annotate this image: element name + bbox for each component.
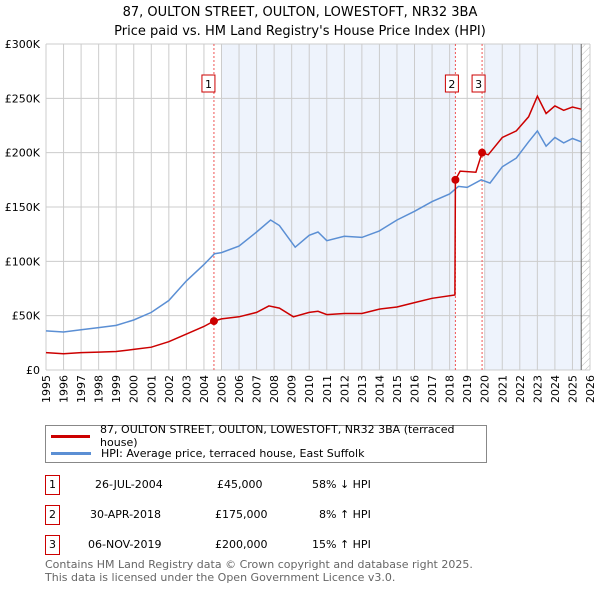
legend: 87, OULTON STREET, OULTON, LOWESTOFT, NR… xyxy=(45,423,487,463)
sale-marker-label: 1 xyxy=(205,78,212,91)
x-tick-label: 2025 xyxy=(566,375,579,403)
footer-copyright: Contains HM Land Registry data © Crown c… xyxy=(45,558,473,571)
footer: Contains HM Land Registry data © Crown c… xyxy=(45,558,473,584)
y-tick-label: £150K xyxy=(5,201,41,214)
y-tick-label: £50K xyxy=(12,310,41,323)
sale-date: 06-NOV-2019 xyxy=(88,538,162,551)
x-tick-label: 2021 xyxy=(496,375,509,403)
x-tick-label: 1998 xyxy=(93,375,106,403)
x-tick-label: 2024 xyxy=(549,375,562,403)
title-line: 87, OULTON STREET, OULTON, LOWESTOFT, NR… xyxy=(122,5,478,20)
y-tick-label: £250K xyxy=(5,92,41,105)
sale-marker-label: 1 xyxy=(45,475,60,495)
subtitle-line: Price paid vs. HM Land Registry's House … xyxy=(114,24,486,39)
series-line xyxy=(45,94,582,355)
sale-row: 1 26-JUL-2004 £45,000 58% ↓ HPI xyxy=(45,475,465,495)
sale-date: 26-JUL-2004 xyxy=(95,478,163,491)
y-tick-label: £200K xyxy=(5,147,41,160)
sale-point xyxy=(478,148,487,157)
price-chart: 1995 1996 1997 1998 1999 2000 2001 2002 2003 2004… xyxy=(5,38,597,403)
legend-swatch-blue xyxy=(51,451,91,455)
legend-item-hpi: HPI: Average price, terraced house, East… xyxy=(51,445,364,461)
x-tick-label: 2022 xyxy=(514,375,527,403)
sale-price: £175,000 xyxy=(215,508,268,521)
x-tick-label: 2010 xyxy=(303,375,316,403)
sale-price: £45,000 xyxy=(217,478,263,491)
chart-title: 87, OULTON STREET, OULTON, LOWESTOFT, NR… xyxy=(0,3,600,41)
sale-marker-box xyxy=(201,74,216,93)
x-tick-label: 2026 xyxy=(584,375,597,403)
series-line xyxy=(45,129,582,333)
x-tick-label: 2005 xyxy=(215,375,228,403)
y-tick-label: £300K xyxy=(5,38,41,51)
y-tick-label: £100K xyxy=(5,255,41,268)
x-tick-label: 2002 xyxy=(163,375,176,403)
x-tick-label: 2001 xyxy=(145,375,158,403)
legend-swatch-red xyxy=(51,434,91,438)
sale-point xyxy=(209,317,218,326)
sale-marker-label: 2 xyxy=(45,505,60,525)
sale-marker-label: 3 xyxy=(475,78,482,91)
x-tick-label: 2019 xyxy=(461,375,474,403)
legend-item-property: 87, OULTON STREET, OULTON, LOWESTOFT, NR… xyxy=(51,423,486,449)
x-tick-label: 2018 xyxy=(444,375,457,403)
y-tick-label: £0 xyxy=(26,364,40,377)
sale-hpi: 15% ↑ HPI xyxy=(312,538,371,551)
x-tick-label: 2017 xyxy=(426,375,439,403)
legend-label: HPI: Average price, terraced house, East… xyxy=(101,446,365,460)
sale-marker-label: 3 xyxy=(45,535,60,555)
legend-label: 87, OULTON STREET, OULTON, LOWESTOFT, NR… xyxy=(100,423,455,449)
x-tick-label: 1996 xyxy=(58,375,71,403)
x-tick-label: 2003 xyxy=(180,375,193,403)
x-tick-label: 2004 xyxy=(198,375,211,403)
sale-row: 3 06-NOV-2019 £200,000 15% ↑ HPI xyxy=(45,535,465,555)
x-tick-label: 1997 xyxy=(75,375,88,403)
x-tick-label: 2008 xyxy=(268,375,281,403)
sale-row: 2 30-APR-2018 £175,000 8% ↑ HPI xyxy=(45,505,465,525)
x-tick-label: 2007 xyxy=(251,375,264,403)
x-tick-label: 2014 xyxy=(373,375,386,403)
sale-price: £200,000 xyxy=(215,538,268,551)
x-tick-label: 2013 xyxy=(356,375,369,403)
sale-marker-box xyxy=(444,74,459,93)
sale-marker-label: 2 xyxy=(448,78,455,91)
x-tick-label: 1995 xyxy=(40,375,53,403)
x-tick-label: 2020 xyxy=(479,375,492,403)
x-tick-label: 2011 xyxy=(321,375,334,403)
sale-date: 30-APR-2018 xyxy=(90,508,162,521)
x-tick-label: 2006 xyxy=(233,375,246,403)
sale-hpi: 58% ↓ HPI xyxy=(312,478,371,491)
x-tick-label: 2015 xyxy=(391,375,404,403)
sale-hpi: 8% ↑ HPI xyxy=(319,508,371,521)
x-tick-label: 2023 xyxy=(531,375,544,403)
x-tick-label: 2000 xyxy=(128,375,141,403)
x-tick-label: 2012 xyxy=(338,375,351,403)
x-tick-label: 1999 xyxy=(110,375,123,403)
sale-marker-box xyxy=(471,74,486,93)
x-tick-label: 2009 xyxy=(286,375,299,403)
sale-point xyxy=(451,175,460,184)
footer-licence: This data is licensed under the Open Gov… xyxy=(45,571,396,584)
x-tick-label: 2016 xyxy=(409,375,422,403)
